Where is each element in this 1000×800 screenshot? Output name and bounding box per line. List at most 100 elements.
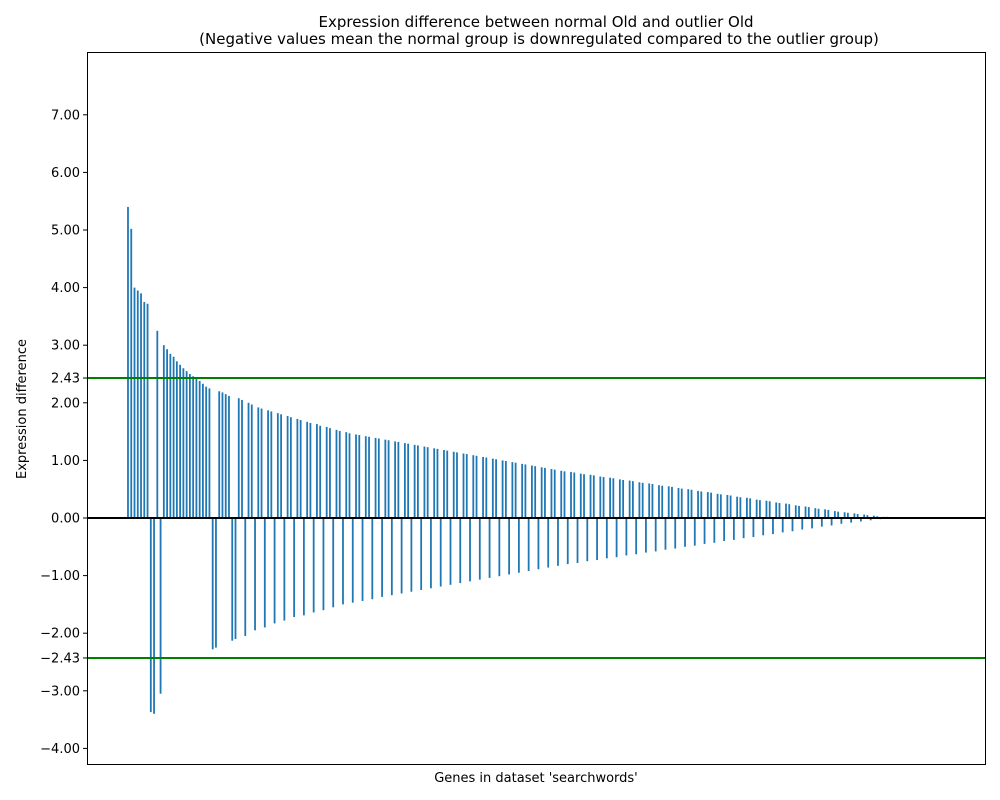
bar	[794, 505, 797, 518]
bar	[772, 518, 774, 535]
bar	[605, 518, 608, 559]
bar	[820, 518, 823, 527]
bar	[260, 408, 263, 518]
bar	[830, 518, 833, 526]
bar	[241, 399, 243, 518]
bar	[436, 448, 439, 518]
bar	[306, 421, 309, 518]
bar	[843, 512, 846, 518]
bar	[498, 518, 501, 577]
bar	[430, 518, 432, 589]
x-axis-label: Genes in dataset 'searchwords'	[434, 771, 638, 786]
y-tick-label: 6.00	[51, 166, 80, 181]
bar	[524, 464, 527, 518]
bar	[736, 496, 739, 518]
bar	[449, 518, 452, 585]
bar	[785, 503, 787, 518]
bar	[521, 463, 524, 518]
bar	[335, 429, 338, 518]
bar	[583, 474, 585, 518]
bar	[693, 518, 696, 546]
bar	[368, 436, 370, 518]
bar	[791, 518, 794, 532]
bar	[329, 428, 331, 518]
bar	[270, 411, 273, 518]
bar	[403, 443, 406, 518]
bar	[589, 474, 592, 518]
bar	[407, 443, 410, 518]
bar	[322, 518, 325, 611]
bar	[263, 518, 266, 628]
bar	[860, 518, 862, 522]
bar	[517, 518, 520, 573]
bar	[159, 518, 162, 694]
bar	[511, 462, 514, 518]
bar	[648, 483, 651, 518]
bar	[508, 518, 511, 575]
bar	[390, 518, 393, 596]
bar	[501, 460, 504, 518]
bar	[622, 479, 625, 518]
bar	[495, 459, 497, 518]
bar	[840, 518, 843, 524]
bar	[179, 364, 182, 518]
bar	[303, 518, 305, 616]
bar	[149, 518, 152, 713]
bar	[309, 422, 312, 518]
bar	[544, 467, 546, 518]
bar	[358, 435, 361, 518]
bar	[514, 462, 517, 518]
bar	[175, 361, 178, 518]
bar	[211, 518, 214, 650]
bar	[677, 488, 680, 518]
bar	[247, 402, 250, 518]
bar	[824, 509, 826, 518]
bar	[612, 478, 615, 518]
bar	[381, 518, 383, 597]
bar	[420, 518, 423, 590]
bar	[746, 497, 748, 518]
bar	[293, 518, 296, 618]
bar	[739, 497, 742, 518]
bar	[700, 491, 703, 518]
bar	[550, 469, 553, 518]
bar	[488, 518, 491, 578]
bar	[208, 388, 211, 518]
bar	[814, 508, 817, 518]
bar	[374, 437, 377, 518]
bar	[729, 495, 732, 518]
bar	[234, 518, 237, 639]
bar	[133, 287, 136, 518]
plot-frame	[87, 52, 986, 765]
bar	[459, 518, 462, 584]
bar	[531, 465, 533, 518]
bar	[719, 494, 722, 518]
y-tick-label: 7.00	[51, 108, 80, 123]
bar	[768, 501, 771, 518]
bar	[162, 345, 165, 518]
bar	[850, 518, 853, 523]
y-tick-label: −1.00	[40, 569, 80, 584]
bar	[276, 413, 279, 518]
bar	[534, 466, 537, 518]
bar	[312, 518, 315, 613]
bar	[775, 502, 778, 518]
bar	[553, 469, 556, 518]
bar	[817, 508, 820, 518]
bar	[853, 513, 856, 518]
bar	[394, 441, 396, 518]
bar	[765, 500, 768, 518]
bar	[602, 477, 605, 518]
bar	[231, 518, 234, 641]
bar	[485, 457, 488, 518]
bar	[316, 424, 318, 518]
bar	[560, 470, 563, 518]
bar	[364, 436, 367, 518]
bar	[628, 480, 631, 518]
bar	[833, 511, 836, 518]
bar	[443, 450, 445, 518]
y-tick-label: −2.00	[40, 627, 80, 642]
y-tick-label: −4.00	[40, 742, 80, 757]
bar	[198, 380, 201, 518]
